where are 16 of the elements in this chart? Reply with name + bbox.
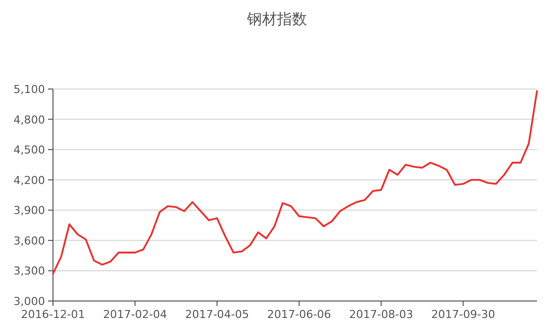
line-series xyxy=(52,90,538,275)
x-tick-label: 2017-02-04 xyxy=(103,308,168,321)
y-tick-label: 3,600 xyxy=(14,234,45,248)
y-tick-label: 3,900 xyxy=(14,204,45,218)
x-tick-label: 2017-08-03 xyxy=(349,308,414,321)
x-tick-label: 2017-04-05 xyxy=(185,308,250,321)
y-tick-label: 3,300 xyxy=(14,264,45,278)
x-tick-label: 2017-09-30 xyxy=(431,308,496,321)
chart-title: 钢材指数 xyxy=(246,10,307,28)
x-tick-label: 2017-06-06 xyxy=(267,308,332,321)
x-tick-label: 2016-12-01 xyxy=(21,308,85,321)
y-tick-label: 4,200 xyxy=(14,174,45,187)
y-tick-label: 3,000 xyxy=(14,295,45,308)
y-tick-label: 4,800 xyxy=(14,113,45,126)
y-tick-label: 4,500 xyxy=(14,144,45,157)
y-tick-label: 5,100 xyxy=(14,83,45,96)
